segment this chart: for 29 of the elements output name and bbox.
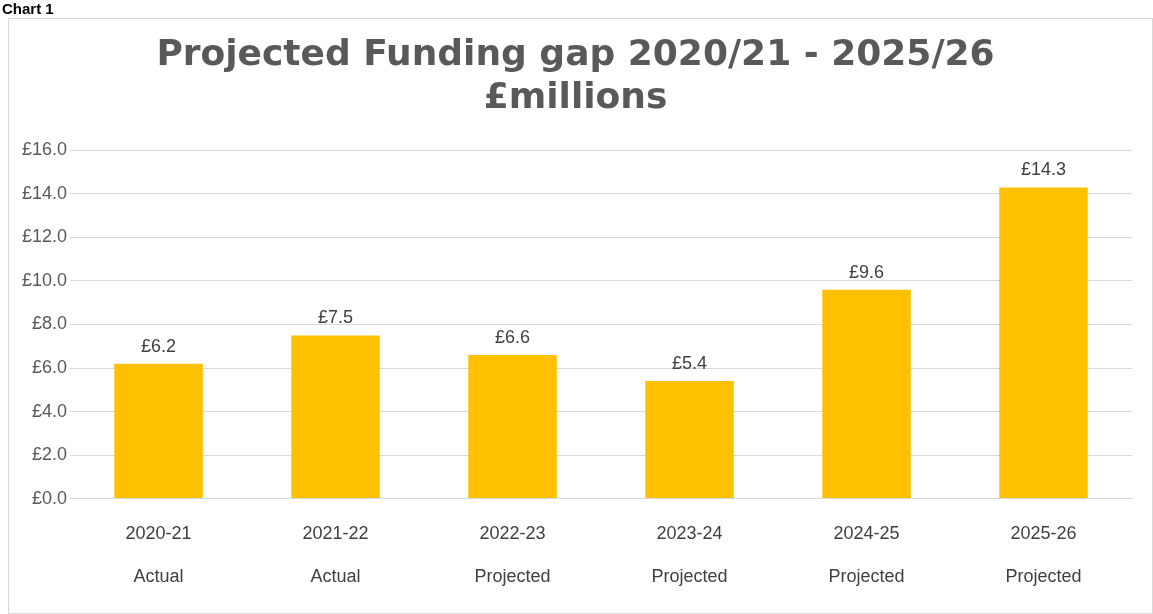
bar [645,381,734,499]
bar [999,187,1088,499]
y-tick-label: £0.0 [32,487,68,508]
category-label: 2023-24 Projected [651,523,728,587]
data-label: £6.6 [495,326,531,347]
category-label: 2022-23 Projected [474,523,551,587]
bar [468,354,557,499]
data-label: £14.3 [1020,159,1067,180]
y-tick-label: £8.0 [32,313,68,334]
category-label: 2021-22 Actual [302,523,369,587]
y-tick-label: £10.0 [22,269,68,290]
category-label: 2024-25 Projected [828,523,905,587]
caption: Chart 1 [2,0,54,17]
data-label: £5.4 [671,353,708,374]
chart-title: Projected Funding gap 2020/21 - 2025/26 £millions [156,31,995,117]
bar [114,363,203,499]
category-label: 2025-26 Projected [1005,523,1082,587]
bar [291,335,380,499]
data-label: £6.2 [141,335,177,356]
y-tick-label: £14.0 [22,182,68,203]
y-tick-label: £6.0 [32,356,68,377]
data-label: £7.5 [318,307,354,328]
bar [822,289,911,499]
category-label: 2020-21 Actual [125,523,192,587]
y-tick-label: £16.0 [22,139,68,160]
data-label: £9.6 [848,261,885,282]
y-tick-label: £4.0 [32,400,68,421]
y-tick-label: £12.0 [22,226,68,247]
y-tick-label: £2.0 [32,444,68,465]
